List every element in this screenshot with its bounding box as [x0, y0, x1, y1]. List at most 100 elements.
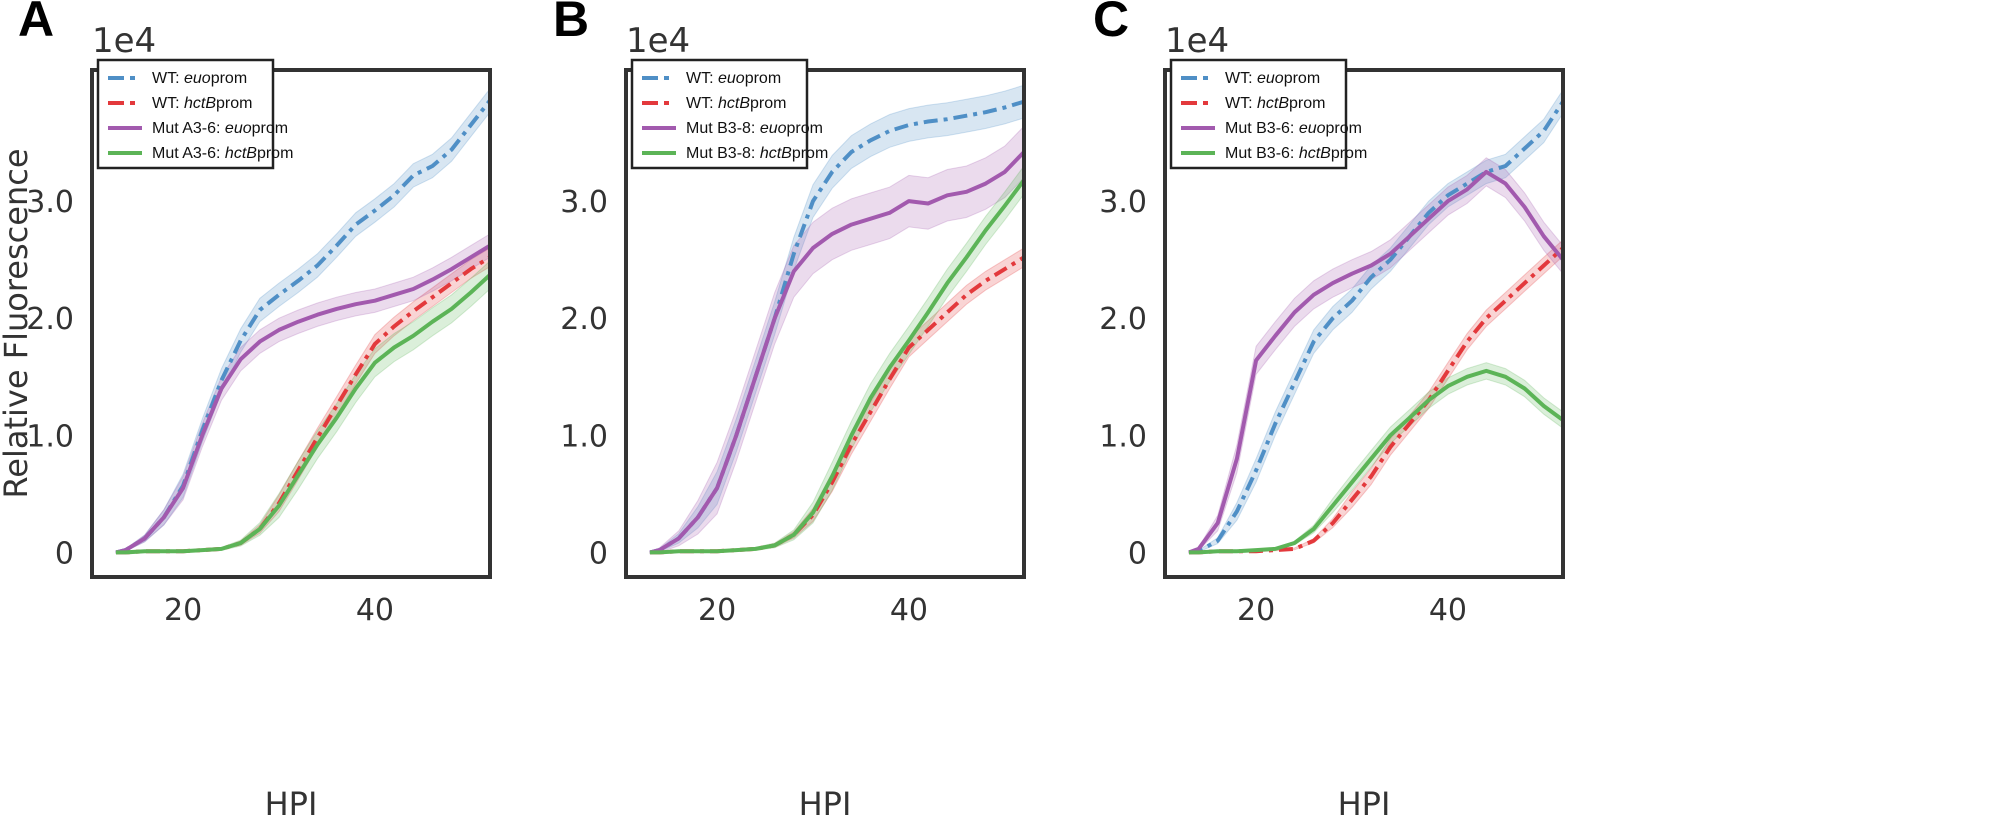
y-tick-label: 1.0	[560, 419, 608, 454]
legend-suffix: prom	[1289, 95, 1325, 112]
legend-italic: euo	[184, 70, 211, 87]
legend-suffix: prom	[792, 145, 828, 162]
plot-area	[115, 87, 490, 555]
legend-suffix: prom	[1284, 70, 1320, 87]
legend-box	[1169, 58, 1348, 170]
legend-suffix: prom	[252, 120, 288, 137]
legend-entry: WT: euoprom	[1225, 70, 1320, 87]
x-tick-label: 40	[1429, 593, 1467, 628]
offset-text: 1e4	[626, 21, 690, 61]
legend-entry: Mut B3-6: hctBprom	[1225, 145, 1367, 162]
legend-italic: hctB	[718, 95, 750, 112]
legend-suffix: prom	[257, 145, 293, 162]
legend-prefix: Mut B3-8:	[686, 145, 760, 162]
x-tick-label: 20	[164, 593, 202, 628]
legend-italic: euo	[718, 70, 745, 87]
series-line-1	[116, 255, 490, 555]
series-line-2	[649, 150, 1024, 555]
legend-suffix: prom	[216, 95, 252, 112]
series-line-1	[650, 255, 1024, 555]
legend-suffix: prom	[211, 70, 247, 87]
y-tick-label: 2.0	[1099, 302, 1147, 337]
axes-frame	[1163, 68, 1565, 579]
legend-entry: Mut A3-6: euoprom	[152, 120, 288, 137]
y-tick-label: 0	[589, 536, 608, 571]
legend-box	[96, 58, 275, 170]
x-axis-label: HPI	[799, 785, 852, 823]
legend-entry: Mut A3-6: hctBprom	[152, 145, 293, 162]
y-tick-label: 0	[55, 536, 74, 571]
legend-suffix: prom	[745, 70, 781, 87]
legend-suffix: prom	[1326, 120, 1362, 137]
legend-suffix: prom	[750, 95, 786, 112]
x-tick-label: 40	[890, 593, 928, 628]
legend-italic: euo	[1299, 120, 1326, 137]
offset-text: 1e4	[1165, 21, 1229, 61]
y-tick-label: 2.0	[26, 302, 74, 337]
series-line-2	[1188, 169, 1563, 555]
legend-entry: Mut B3-8: hctBprom	[686, 145, 828, 162]
offset-text: 1e4	[92, 21, 156, 61]
legend-entry: Mut B3-8: euoprom	[686, 120, 823, 137]
confidence-band-2	[649, 125, 1024, 555]
confidence-band-2	[1188, 157, 1563, 554]
legend-italic: hctB	[184, 95, 216, 112]
legend-prefix: Mut B3-8:	[686, 120, 760, 137]
x-tick-label: 40	[356, 593, 394, 628]
y-tick-label: 1.0	[1099, 419, 1147, 454]
series-line-3	[116, 273, 490, 555]
plot-area	[649, 84, 1024, 555]
axes-frame	[90, 68, 492, 579]
legend-italic: euo	[1257, 70, 1284, 87]
confidence-band-0	[649, 84, 1024, 554]
confidence-band-0	[1188, 88, 1563, 554]
y-tick-label: 2.0	[560, 302, 608, 337]
series-line-1	[1189, 246, 1563, 555]
x-tick-label: 20	[698, 593, 736, 628]
panel-letter: C	[1093, 0, 1129, 47]
series-line-3	[1189, 368, 1563, 555]
legend-entry: WT: hctBprom	[152, 95, 252, 112]
y-tick-label: 3.0	[26, 185, 74, 220]
confidence-band-3	[1188, 362, 1563, 554]
x-axis-label: HPI	[265, 785, 318, 823]
legend-suffix: prom	[787, 120, 823, 137]
legend-prefix: Mut A3-6:	[152, 145, 225, 162]
y-tick-label: 1.0	[26, 419, 74, 454]
panel-letter: A	[18, 0, 54, 47]
confidence-band-1	[1188, 239, 1563, 554]
legend-prefix: WT:	[1225, 95, 1257, 112]
legend-italic: hctB	[1299, 145, 1331, 162]
legend-italic: euo	[760, 120, 787, 137]
series-line-2	[115, 243, 490, 555]
legend-prefix: WT:	[686, 95, 718, 112]
axes-frame	[624, 68, 1026, 579]
x-axis-label: HPI	[1338, 785, 1391, 823]
legend-entry: WT: euoprom	[686, 70, 781, 87]
y-tick-label: 3.0	[1099, 185, 1147, 220]
legend-prefix: WT:	[152, 95, 184, 112]
confidence-band-2	[115, 233, 490, 554]
legend-entry: WT: euoprom	[152, 70, 247, 87]
plot-area	[1188, 88, 1563, 555]
legend-suffix: prom	[1331, 145, 1367, 162]
legend-prefix: Mut B3-6:	[1225, 145, 1299, 162]
legend-prefix: Mut A3-6:	[152, 120, 225, 137]
series-line-0	[1188, 100, 1563, 555]
legend-italic: hctB	[1257, 95, 1289, 112]
legend-italic: euo	[225, 120, 252, 137]
legend-entry: Mut B3-6: euoprom	[1225, 120, 1362, 137]
panel-letter: B	[553, 0, 589, 47]
x-tick-label: 20	[1237, 593, 1275, 628]
y-tick-label: 0	[1128, 536, 1147, 571]
legend-box	[630, 58, 809, 170]
y-axis-label: Relative Fluorescence	[0, 148, 35, 498]
legend-entry: WT: hctBprom	[686, 95, 786, 112]
legend-prefix: WT:	[1225, 70, 1257, 87]
series-line-3	[650, 178, 1024, 555]
